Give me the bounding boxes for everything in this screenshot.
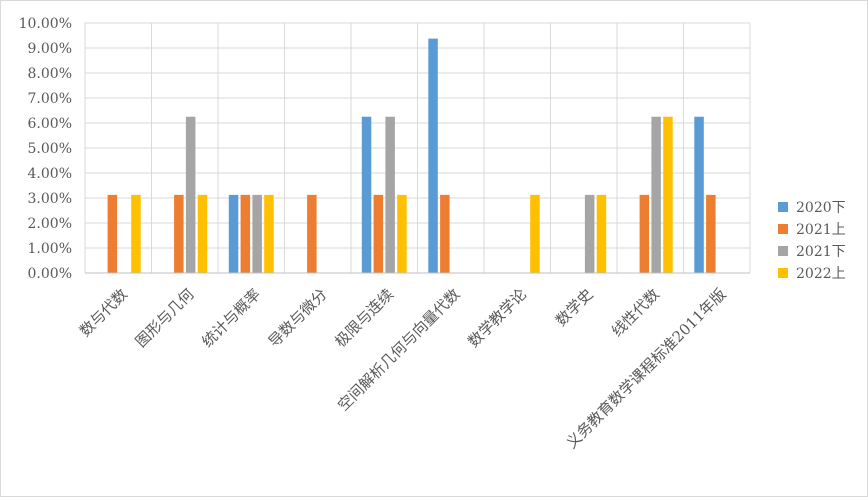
bar (530, 194, 540, 273)
legend-label: 2021上 (796, 222, 846, 238)
y-tick-label: 6.00% (28, 116, 72, 132)
bar (596, 194, 607, 273)
bar (131, 194, 141, 273)
bar (228, 194, 239, 273)
bar (107, 194, 118, 273)
y-tick-label: 7.00% (28, 91, 72, 107)
y-tick-label: 8.00% (28, 66, 72, 82)
bar (397, 194, 407, 273)
bar (361, 116, 372, 273)
bar (307, 194, 317, 273)
legend-label: 2020下 (796, 200, 846, 216)
bar (252, 194, 262, 273)
legend-label: 2021下 (796, 244, 846, 260)
x-tick-label: 导数与微分 (265, 285, 331, 351)
legend-swatch (778, 246, 788, 256)
bar (663, 116, 673, 273)
x-tick-label: 数学史 (552, 285, 597, 330)
y-tick-label: 0.00% (28, 266, 72, 282)
legend-label: 2022上 (796, 266, 846, 282)
bar (428, 38, 438, 273)
bar (185, 116, 196, 273)
y-tick-label: 3.00% (28, 191, 72, 207)
legend-swatch (778, 268, 788, 278)
bar (440, 194, 450, 273)
legend-swatch (778, 224, 788, 234)
x-tick-label: 数与代数 (76, 285, 131, 340)
bar (385, 116, 395, 273)
x-tick-label: 线性代数 (608, 285, 663, 340)
bar (373, 194, 384, 273)
bar (264, 194, 274, 273)
legend: 2020下 2021上 2021下 2022上 (778, 200, 846, 282)
x-tick-label: 空间解析几何与向量代数 (334, 285, 463, 414)
bar (694, 116, 704, 273)
x-tick-label: 图形与几何 (132, 285, 198, 351)
gridlines (84, 22, 751, 273)
bar (651, 116, 661, 273)
x-tick-label: 数学教学论 (464, 285, 530, 351)
y-tick-label: 10.00% (19, 16, 72, 32)
y-tick-label: 2.00% (28, 216, 72, 232)
bar (584, 194, 595, 273)
y-tick-label: 9.00% (28, 41, 72, 57)
x-tick-label: 统计与概率 (198, 285, 264, 351)
y-tick-label: 4.00% (28, 166, 72, 182)
bar (639, 194, 650, 273)
bar (197, 194, 208, 273)
bar (706, 194, 716, 273)
bar (240, 194, 251, 273)
y-tick-label: 1.00% (28, 241, 72, 257)
bar (174, 194, 184, 273)
y-axis-tick-labels: 0.00% 1.00% 2.00% 3.00% 4.00% 5.00% 6.00% 7.00%… (19, 16, 72, 282)
x-tick-label: 极限与连续 (331, 285, 397, 351)
legend-swatch (778, 202, 788, 212)
bars (107, 38, 716, 273)
y-tick-label: 5.00% (28, 141, 72, 157)
